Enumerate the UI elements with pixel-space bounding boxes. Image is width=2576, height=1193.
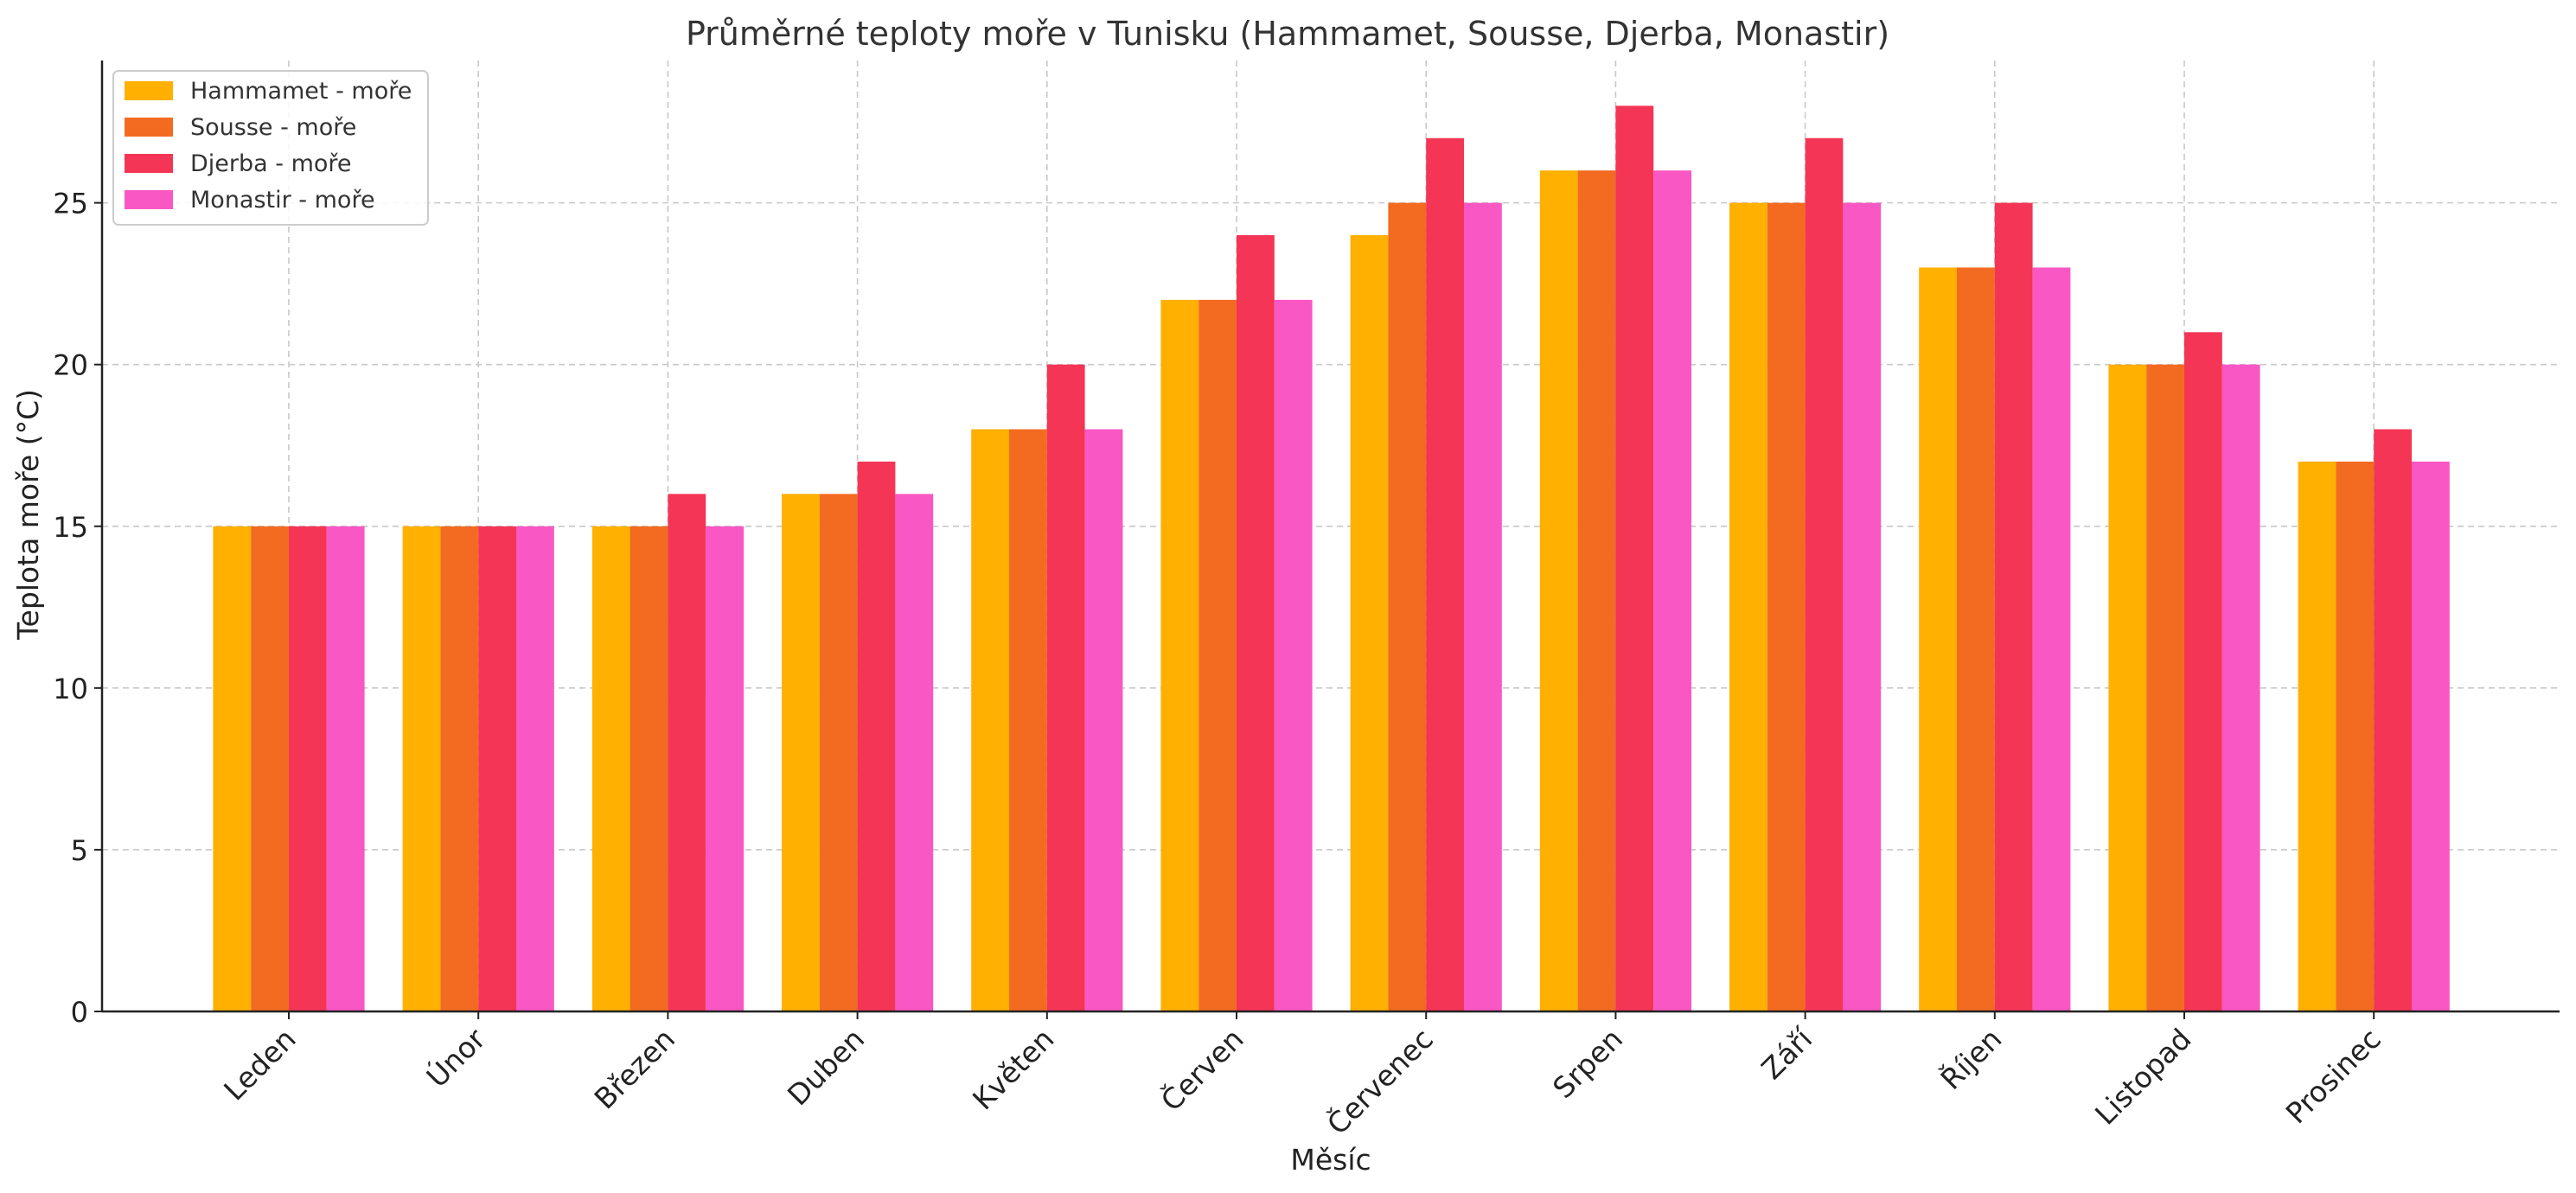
bar (2412, 461, 2450, 1011)
bar (1653, 170, 1691, 1012)
bar (1615, 105, 1654, 1011)
y-tick-label: 5 (71, 834, 88, 867)
y-tick-label: 15 (53, 511, 88, 544)
y-tick-label: 20 (53, 349, 88, 382)
bar (668, 494, 706, 1011)
bar (2032, 267, 2071, 1011)
bar (440, 526, 479, 1011)
bar (706, 526, 744, 1011)
y-tick-label: 0 (71, 996, 88, 1029)
y-ticks: 0 5 10 15 20 25 (53, 188, 102, 1029)
legend-frame (112, 70, 429, 226)
bar (2221, 364, 2260, 1011)
bar (1767, 202, 1806, 1011)
bar (516, 526, 554, 1011)
axes (100, 61, 2560, 1013)
bar (819, 494, 858, 1011)
bar (1539, 170, 1578, 1012)
bar (2336, 461, 2375, 1011)
y-tick-label: 10 (53, 673, 88, 705)
bar (213, 526, 252, 1011)
legend-label: Sousse - moře (190, 114, 356, 141)
bar (1160, 299, 1199, 1012)
bar (289, 526, 327, 1011)
legend: Hammamet - moře Sousse - moře Djerba - moř… (112, 70, 429, 226)
bar (1199, 299, 1237, 1012)
bar (478, 526, 516, 1011)
bar (251, 526, 289, 1011)
bar (971, 429, 1009, 1011)
bar (1046, 364, 1085, 1011)
legend-label: Monastir - moře (190, 187, 375, 214)
bar (1350, 235, 1389, 1012)
bar (1957, 267, 1995, 1011)
y-axis-label: Teplota moře (°C) (11, 389, 45, 641)
bar (1805, 137, 1844, 1012)
bar (1843, 202, 1882, 1011)
bar (591, 526, 630, 1011)
bar (895, 494, 934, 1011)
legend-label: Hammamet - moře (190, 78, 412, 105)
bar (1919, 267, 1957, 1011)
legend-swatch (125, 190, 173, 209)
bar (2298, 461, 2336, 1011)
legend-swatch (125, 81, 173, 100)
bar (630, 526, 668, 1011)
y-tick-label: 25 (53, 188, 88, 220)
chart-title: Průměrné teploty moře v Tunisku (Hammame… (686, 15, 1889, 53)
bar (326, 526, 365, 1011)
bar (782, 494, 820, 1011)
bar (1464, 202, 1502, 1011)
bar (2146, 364, 2184, 1011)
bar (2374, 429, 2412, 1011)
legend-label: Djerba - moře (190, 150, 352, 177)
bar (1729, 202, 1767, 1011)
bar (1274, 299, 1313, 1012)
bar (1388, 202, 1427, 1011)
bar (1994, 202, 2033, 1011)
bar (1009, 429, 1047, 1011)
bar (1426, 137, 1464, 1012)
bar (2184, 332, 2222, 1011)
bar (1084, 429, 1123, 1011)
bar (402, 526, 441, 1011)
bar (857, 461, 896, 1011)
bar (1237, 235, 1275, 1012)
bars (213, 105, 2450, 1012)
bar (2108, 364, 2147, 1011)
legend-swatch (125, 118, 173, 137)
bar (1577, 170, 1616, 1012)
legend-swatch (125, 154, 173, 173)
x-axis-label: Měsíc (1290, 1143, 1371, 1177)
